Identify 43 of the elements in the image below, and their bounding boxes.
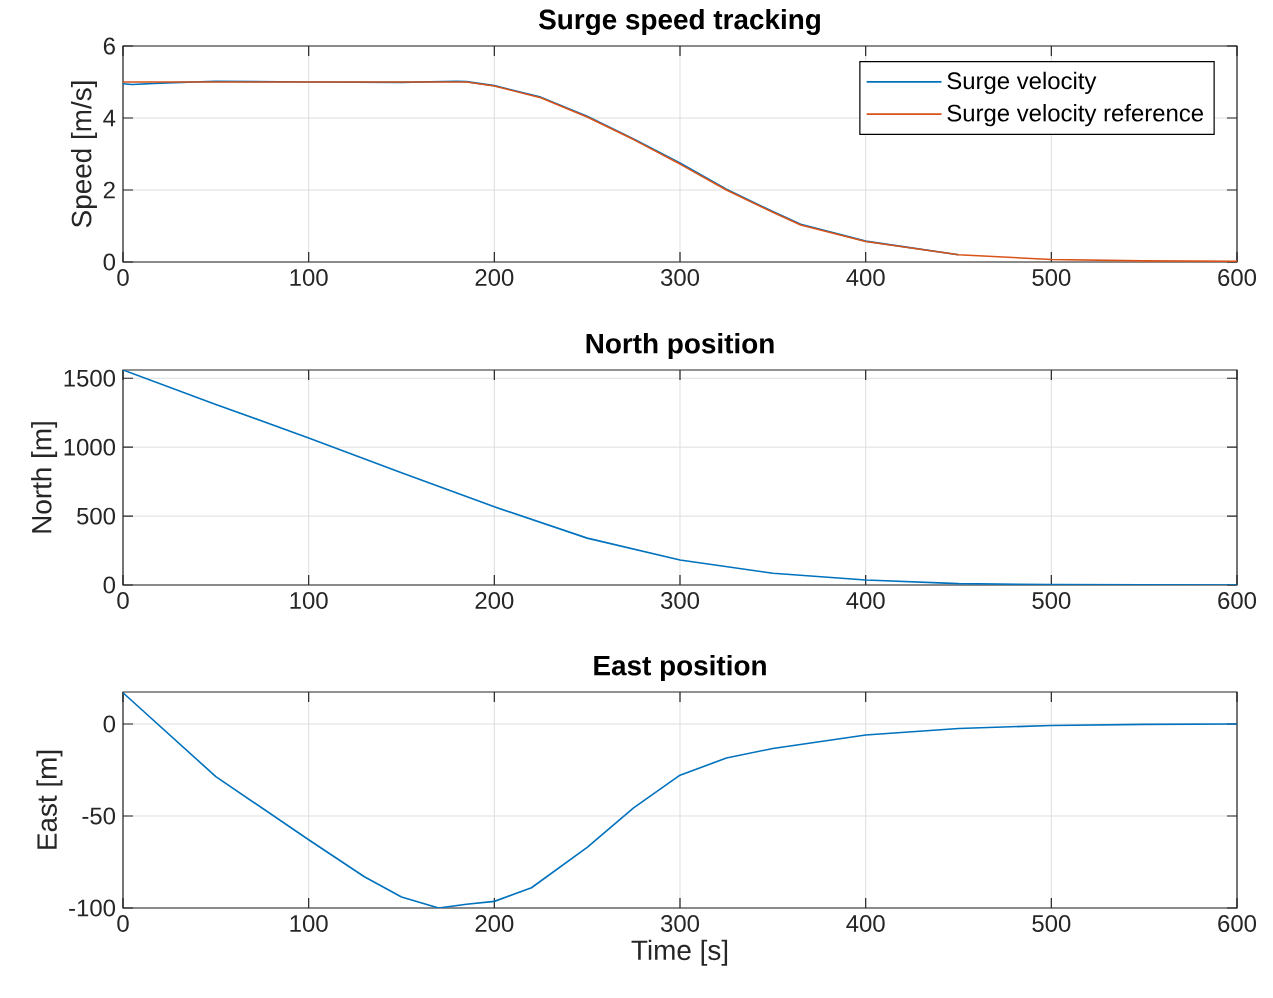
y-axis-title: Speed [m/s] xyxy=(70,81,97,228)
x-tick-label: 400 xyxy=(846,915,885,932)
legend-label: Surge velocity xyxy=(947,71,1097,94)
line-series xyxy=(123,369,1238,585)
y-tick-label: 0 xyxy=(103,715,116,733)
y-axis-title: North [m] xyxy=(31,422,58,533)
line-series xyxy=(123,692,1238,908)
y-tick-label: 0 xyxy=(103,253,116,271)
y-tick-label: -50 xyxy=(82,807,116,825)
y-tick-label: 6 xyxy=(103,37,115,55)
x-tick-label: 0 xyxy=(117,269,129,286)
y-tick-label: 4 xyxy=(103,109,116,127)
x-tick-label: 400 xyxy=(846,269,885,286)
x-tick-label: 100 xyxy=(290,915,328,932)
x-tick-label: 500 xyxy=(1032,269,1071,286)
x-tick-label: 600 xyxy=(1218,592,1257,609)
x-tick-label: 300 xyxy=(660,592,700,609)
y-tick-label: 1000 xyxy=(64,438,116,456)
x-tick-label: 100 xyxy=(290,592,328,609)
x-tick-label: 300 xyxy=(660,915,700,932)
legend-label: Surge velocity reference xyxy=(947,104,1204,127)
y-tick-label: 1500 xyxy=(64,369,116,387)
x-tick-label: 0 xyxy=(117,592,129,609)
y-tick-label: 2 xyxy=(103,181,115,199)
x-tick-label: 400 xyxy=(846,592,885,609)
x-tick-label: 600 xyxy=(1218,269,1257,286)
chart-title: East position xyxy=(594,654,766,681)
chart-title: Surge speed tracking xyxy=(538,8,820,35)
y-tick-label: -100 xyxy=(69,899,116,917)
chart-title: North position xyxy=(586,332,774,359)
x-tick-label: 100 xyxy=(290,269,328,286)
x-tick-label: 0 xyxy=(117,915,129,932)
x-axis-title: Time [s] xyxy=(631,939,728,966)
y-axis-title: East [m] xyxy=(36,750,63,849)
x-tick-label: 200 xyxy=(475,592,514,609)
x-tick-label: 600 xyxy=(1218,915,1257,932)
x-tick-label: 200 xyxy=(475,915,514,932)
x-tick-label: 500 xyxy=(1032,592,1071,609)
y-tick-label: 500 xyxy=(77,507,116,525)
y-tick-label: 0 xyxy=(103,576,116,594)
x-tick-label: 500 xyxy=(1032,915,1071,932)
x-tick-label: 200 xyxy=(475,269,514,286)
x-tick-label: 300 xyxy=(660,269,700,286)
